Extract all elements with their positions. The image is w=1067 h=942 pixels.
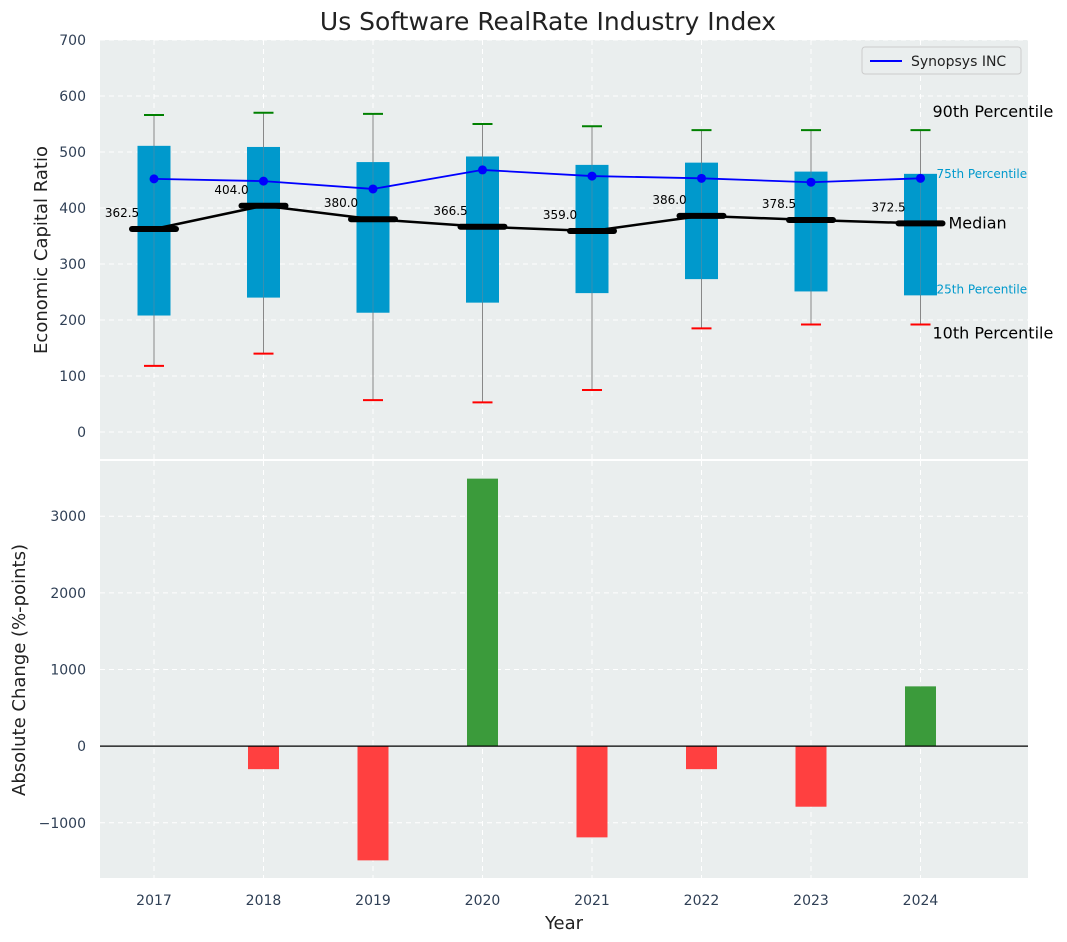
p10-label: 10th Percentile — [933, 323, 1054, 342]
y-tick-label: 100 — [59, 369, 86, 385]
x-tick-label: 2018 — [246, 893, 282, 909]
bar-positive — [905, 686, 936, 747]
y-tick-label: 600 — [59, 89, 86, 105]
company-point — [916, 173, 925, 183]
y-tick-label: 1000 — [50, 663, 86, 679]
legend-label-company: Synopsys INC — [911, 54, 1006, 70]
company-point — [806, 177, 816, 187]
y-tick-label: 400 — [59, 201, 86, 217]
legend: Synopsys INC — [861, 46, 1022, 75]
bar-negative — [576, 746, 608, 838]
y-tick-label: 700 — [59, 33, 86, 49]
company-line — [153, 169, 921, 190]
bar-positive — [467, 478, 498, 747]
median-value-label: 404.0 — [214, 183, 248, 197]
bar-negative — [248, 746, 279, 770]
y-tick-label: 0 — [77, 425, 86, 441]
company-point — [697, 173, 706, 183]
y-tick-label: 0 — [77, 739, 86, 755]
median-value-label: 366.5 — [433, 204, 467, 218]
p25-label: 25th Percentile — [937, 282, 1028, 296]
bar-negative — [795, 746, 827, 807]
median-label: Median — [949, 213, 1007, 232]
y-tick-label: 500 — [59, 145, 86, 161]
y-tick-label: 300 — [59, 257, 86, 273]
bar-chart-bars — [248, 478, 936, 861]
median-line — [153, 204, 921, 233]
bar-chart-panel: −1000 0 1000 2000 3000 Absolute Change (%-po… — [9, 461, 1028, 878]
median-value-label: 372.5 — [871, 200, 905, 214]
box-plot-labels: 362.5 404.0 380.0 366.5 359.0 386.0 378.5 372.5… — [105, 102, 1053, 342]
company-point — [478, 165, 487, 175]
chart-title: Us Software RealRate Industry Index — [320, 7, 776, 36]
box-plot-lines — [149, 165, 925, 233]
p90-label: 90th Percentile — [933, 102, 1054, 121]
bar-chart-grid — [100, 461, 1028, 878]
legend-box — [861, 46, 1022, 75]
median-value-label: 362.5 — [105, 206, 139, 220]
x-tick-label: 2021 — [574, 893, 610, 909]
bar-chart-y-axis-label: Absolute Change (%-points) — [9, 544, 30, 796]
median-value-label: 380.0 — [324, 196, 358, 210]
x-axis-label: Year — [544, 913, 584, 934]
p75-label: 75th Percentile — [937, 167, 1028, 181]
box-plot-y-axis-label: Economic Capital Ratio — [31, 146, 52, 354]
x-tick-label: 2017 — [136, 893, 172, 909]
box-plot-y-ticks: 0 100 200 300 400 500 600 700 — [59, 33, 86, 441]
x-axis-ticks: 2017 2018 2019 2020 2021 2022 2023 2024 — [136, 893, 938, 909]
box-plot-background — [100, 40, 1028, 460]
y-tick-label: 2000 — [50, 586, 86, 602]
x-tick-label: 2023 — [793, 893, 829, 909]
y-tick-label: 200 — [59, 313, 86, 329]
company-point — [149, 174, 159, 184]
median-value-label: 359.0 — [543, 208, 577, 222]
company-point — [259, 176, 268, 186]
y-tick-label: 3000 — [50, 509, 86, 525]
x-tick-label: 2020 — [465, 893, 501, 909]
y-tick-label: −1000 — [39, 816, 86, 832]
company-point — [368, 184, 378, 194]
x-tick-label: 2019 — [355, 893, 391, 909]
x-tick-label: 2024 — [903, 893, 939, 909]
bar-negative — [686, 746, 717, 770]
company-point — [587, 171, 597, 181]
x-tick-label: 2022 — [684, 893, 720, 909]
bar-chart-y-ticks: −1000 0 1000 2000 3000 — [39, 509, 86, 832]
bar-negative — [357, 746, 389, 861]
median-value-label: 386.0 — [652, 193, 686, 207]
median-value-label: 378.5 — [762, 197, 796, 211]
